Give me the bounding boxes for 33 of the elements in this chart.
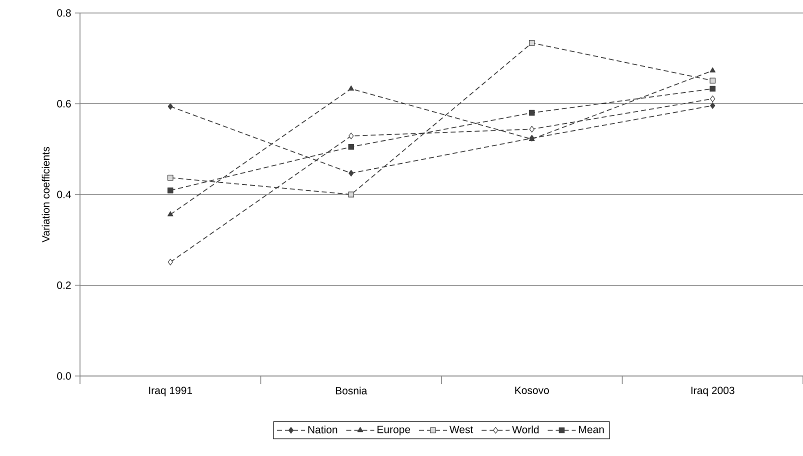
point	[167, 211, 174, 216]
y-tick-label: 0.4	[57, 190, 71, 198]
point	[167, 188, 174, 194]
legend-label: World	[512, 426, 539, 434]
y-tick-label: 0.8	[57, 9, 71, 17]
x-tick-label: Iraq 1991	[149, 386, 192, 396]
y-axis-title: Variation coefficients	[42, 146, 50, 242]
point	[348, 85, 354, 91]
legend-label: Nation	[308, 426, 338, 434]
y-tick-label: 0.2	[57, 282, 71, 289]
point	[168, 103, 173, 110]
y-tick-label: 0.0	[57, 372, 71, 380]
point	[348, 170, 354, 176]
x-tick-label: Kosovo	[515, 386, 549, 394]
point	[348, 144, 354, 150]
legend-label: Mean	[579, 426, 604, 434]
point	[710, 86, 716, 92]
point	[710, 78, 716, 84]
point	[710, 95, 716, 102]
y-tick-label: 0.6	[57, 100, 71, 108]
x-tick-label: Bosnia	[336, 386, 368, 394]
point	[529, 126, 534, 132]
point	[348, 192, 354, 198]
point	[710, 67, 716, 72]
point	[528, 110, 535, 116]
point	[710, 102, 716, 109]
point	[167, 174, 174, 181]
x-tick-label: Iraq 2003	[691, 386, 734, 396]
point	[348, 132, 354, 140]
point	[528, 40, 535, 46]
legend-label: West	[449, 426, 474, 434]
point	[168, 258, 173, 266]
legend-label: Europe	[378, 426, 410, 436]
